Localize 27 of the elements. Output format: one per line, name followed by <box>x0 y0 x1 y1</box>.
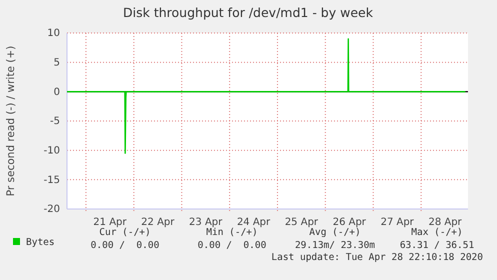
x-tick-label: 21 Apr <box>93 217 128 228</box>
text: 0.00 / 0.00 <box>198 240 267 251</box>
text: Cur (-/+) <box>99 227 151 238</box>
y-tick-label: 10 <box>47 28 60 40</box>
x-tick-label: 22 Apr <box>141 217 176 228</box>
x-tick-label: 24 Apr <box>236 217 272 228</box>
y-tick-label: -10 <box>44 146 60 157</box>
x-tick-label: 25 Apr <box>284 217 319 228</box>
y-tick-label: -20 <box>44 204 60 216</box>
legend-label: Bytes <box>26 237 55 248</box>
text: 29.13m/ 23.30m <box>294 240 376 251</box>
y-tick-label: 5 <box>54 58 60 69</box>
text: Avg (-/+) <box>309 227 361 238</box>
text: Max (-/+) <box>411 227 463 238</box>
y-tick-label: -5 <box>50 116 60 128</box>
text: 63.31 / 36.51 <box>400 240 474 251</box>
text: 0.00 / 0.00 <box>90 240 160 251</box>
x-tick-label: 26 Apr <box>332 217 367 228</box>
chart-title: Disk throughput for /dev/md1 - by week <box>123 5 374 20</box>
text: Last update: Tue Apr 28 22:10:18 2020 <box>271 252 484 263</box>
x-tick-label: 23 Apr <box>189 217 224 228</box>
x-tick-label: 28 Apr <box>428 217 463 228</box>
y-axis-title: Pr second read (-) / write (+) <box>5 46 17 196</box>
x-tick-label: 27 Apr <box>380 217 415 228</box>
y-tick-label: -15 <box>44 174 60 186</box>
y-tick-label: 0 <box>54 86 60 98</box>
text: Min (-/+) <box>206 227 258 238</box>
